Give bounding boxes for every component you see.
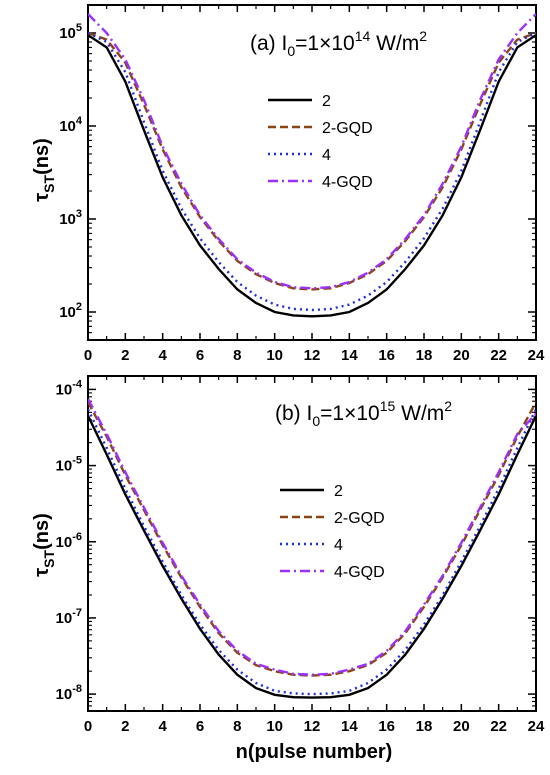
x-tick-label: 20: [453, 718, 470, 735]
x-tick-label: 24: [528, 718, 545, 735]
series-line-4-gqd: [88, 398, 536, 676]
y-tick-label: 102: [59, 301, 82, 321]
panel-title: (a) I0=1×1014 W/m2: [250, 28, 427, 59]
legend: 2 2-GQD 4 4-GQD: [280, 483, 385, 581]
legend-label-2: 2: [334, 483, 343, 500]
legend-label-2-gqd: 2-GQD: [322, 120, 373, 137]
x-tick-label: 8: [233, 718, 241, 735]
series-line-4: [88, 31, 536, 312]
y-tick-label: 10-5: [56, 455, 82, 475]
y-tick-label: 103: [59, 208, 82, 228]
x-tick-label: 10: [266, 347, 283, 364]
x-tick-label: 4: [158, 718, 167, 735]
legend-label-2: 2: [322, 93, 331, 110]
x-tick-label: 24: [528, 347, 545, 364]
x-tick-label: 2: [121, 718, 129, 735]
y-tick-label: 10-6: [56, 531, 82, 551]
series-line-4: [88, 408, 536, 696]
x-tick-label: 16: [378, 347, 395, 364]
y-axis-title: τST(ns): [31, 513, 57, 577]
x-tick-label: 6: [196, 718, 204, 735]
legend-label-4: 4: [322, 147, 331, 164]
y-tick-label: 104: [59, 115, 83, 135]
legend-label-4-gqd: 4-GQD: [334, 564, 385, 581]
legend-label-4: 4: [334, 537, 343, 554]
x-tick-label: 8: [233, 347, 241, 364]
y-tick-label: 10-8: [56, 683, 82, 703]
x-tick-label: 14: [341, 718, 358, 735]
x-tick-label: 22: [490, 347, 507, 364]
x-tick-label: 6: [196, 347, 204, 364]
panel-title: (b) I0=1×1015 W/m2: [275, 398, 452, 429]
y-tick-label: 105: [59, 22, 82, 42]
x-axis-title: n(pulse number): [236, 741, 393, 763]
panel-a: 0 2 4 6 8 10 12 14 16 18 20 22 24102103104105τST(ns)…: [31, 4, 545, 364]
legend-label-2-gqd: 2-GQD: [334, 510, 385, 527]
x-tick-label: 18: [416, 718, 433, 735]
x-tick-label: 0: [84, 347, 92, 364]
y-tick-label: 10-4: [56, 378, 83, 398]
x-tick-label: 0: [84, 718, 92, 735]
x-tick-label: 4: [158, 347, 167, 364]
x-tick-label: 10: [266, 718, 283, 735]
series-line-2-gqd: [88, 401, 536, 677]
x-tick-label: 22: [490, 718, 507, 735]
series-line-2: [88, 34, 536, 318]
series-line-2: [88, 415, 536, 699]
x-tick-label: 12: [304, 718, 321, 735]
panel-b: 0 2 4 6 8 10 12 14 16 18 20 22 2410-810-710-610-510-…: [31, 375, 545, 735]
x-tick-label: 18: [416, 347, 433, 364]
x-tick-label: 16: [378, 718, 395, 735]
series-line-2-gqd: [88, 31, 536, 291]
series-line-4-gqd: [88, 13, 536, 290]
y-tick-label: 10-7: [56, 607, 82, 627]
x-tick-label: 20: [453, 347, 470, 364]
y-axis-title: τST(ns): [31, 138, 57, 202]
legend: 2 2-GQD 4 4-GQD: [268, 93, 373, 191]
legend-label-4-gqd: 4-GQD: [322, 174, 373, 191]
x-tick-label: 12: [304, 347, 321, 364]
x-tick-label: 14: [341, 347, 358, 364]
x-tick-label: 2: [121, 347, 129, 364]
